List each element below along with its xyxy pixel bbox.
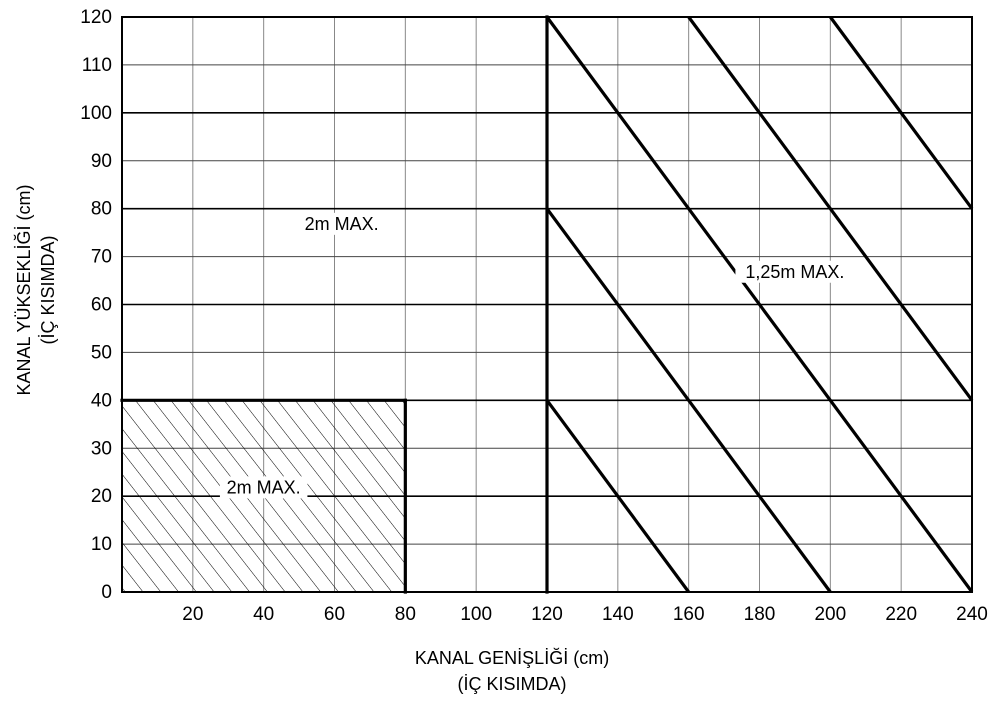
annotation-label: 1,25m MAX. — [745, 262, 844, 282]
diagonal-line — [545, 16, 974, 593]
y-tick-label: 100 — [80, 103, 112, 124]
x-tick-label: 40 — [253, 604, 274, 625]
annotation-label: 2m MAX. — [305, 214, 379, 234]
x-tick-label: 220 — [885, 604, 917, 625]
x-tick-label: 140 — [602, 604, 634, 625]
x-tick-label: 160 — [673, 604, 705, 625]
y-tick-label: 50 — [91, 342, 112, 363]
y-axis-subtitle: (İÇ KISIMDA) — [38, 235, 58, 344]
x-tick-label: 200 — [814, 604, 846, 625]
y-tick-label: 70 — [91, 247, 112, 268]
tick-labels: 20 40 60 80 100 120 140 160 180 200 220 240 0 10 20 30 4… — [80, 7, 988, 625]
x-tick-label: 120 — [531, 604, 563, 625]
x-axis-subtitle: (İÇ KISIMDA) — [457, 674, 566, 694]
x-tick-label: 60 — [324, 604, 345, 625]
diagonal-line — [545, 207, 832, 593]
diagonal-line — [829, 16, 974, 210]
y-tick-label: 20 — [91, 486, 112, 507]
y-tick-label: 10 — [91, 534, 112, 555]
x-tick-label: 100 — [460, 604, 492, 625]
annotation-backing — [735, 260, 855, 283]
y-axis-title: KANAL YÜKSEKLİĞİ (cm) — [13, 184, 34, 395]
y-tick-label: 120 — [80, 7, 112, 28]
x-tick-label: 80 — [395, 604, 416, 625]
x-tick-label: 180 — [744, 604, 776, 625]
x-axis-title: KANAL GENİŞLİĞİ (cm) — [415, 647, 609, 668]
y-tick-label: 30 — [91, 438, 112, 459]
y-tick-label: 80 — [91, 199, 112, 220]
diagonal-line — [687, 16, 974, 402]
y-tick-label: 60 — [91, 295, 112, 316]
annotations: 2m MAX. 2m MAX. 1,25m MAX. — [219, 212, 855, 499]
annotation-backing — [297, 212, 386, 235]
diagonal-line — [545, 399, 690, 593]
y-tick-label: 0 — [101, 582, 112, 603]
annotation-label: 2m MAX. — [227, 477, 301, 497]
annotation-backing — [219, 476, 308, 499]
y-tick-label: 90 — [91, 151, 112, 172]
line-layer — [120, 15, 974, 594]
y-tick-label: 40 — [91, 390, 112, 411]
x-tick-label: 20 — [182, 604, 203, 625]
y-tick-label: 110 — [82, 55, 112, 76]
x-tick-label: 240 — [956, 604, 988, 625]
